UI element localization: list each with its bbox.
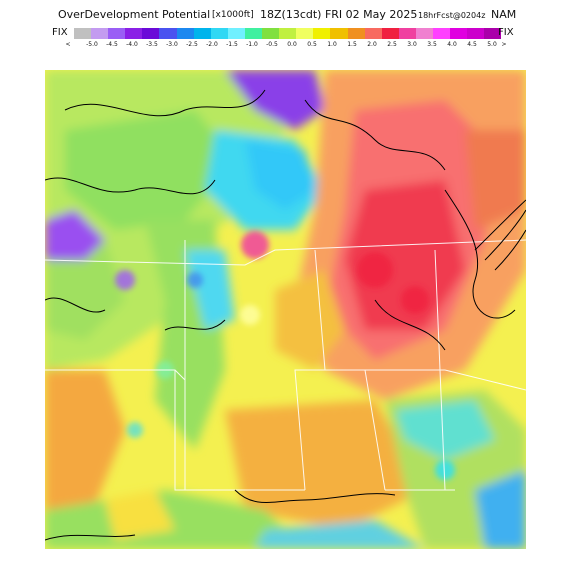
chart-title: OverDevelopment Potential [x1000ft] 18Z(… — [0, 4, 572, 26]
legend-tick-label: 3.5 — [427, 41, 437, 48]
color-legend: FIX FIX < > -5.0 -4.5 -4.0 -3.5 -3.0 -2.5 -2.0… — [0, 26, 572, 50]
legend-swatch — [467, 28, 485, 39]
legend-swatch — [432, 28, 451, 39]
contour-lines — [45, 89, 526, 541]
legend-tick-label: 1.5 — [347, 41, 357, 48]
legend-tick-label: 1.0 — [327, 41, 337, 48]
legend-swatch — [450, 28, 468, 39]
legend-swatch — [347, 28, 365, 39]
legend-lt-symbol: < — [65, 41, 71, 48]
legend-tick-label: -4.5 — [106, 41, 118, 48]
legend-tick-label: -3.5 — [146, 41, 158, 48]
legend-swatch — [227, 28, 245, 39]
legend-left-fix: FIX — [52, 27, 68, 38]
legend-gt-symbol: > — [501, 41, 507, 48]
legend-right-fix: FIX — [498, 27, 514, 38]
legend-swatch — [193, 28, 211, 39]
legend-swatch — [330, 28, 348, 39]
legend-tick-label: -2.0 — [206, 41, 218, 48]
legend-swatch — [313, 28, 331, 39]
legend-swatch — [91, 28, 109, 39]
field-detail-layer — [115, 231, 455, 480]
legend-tick-label: -0.5 — [266, 41, 278, 48]
product-title: OverDevelopment Potential — [58, 8, 211, 21]
legend-swatch — [159, 28, 177, 39]
forecast-map — [45, 70, 526, 549]
legend-swatch — [125, 28, 143, 39]
model-name: NAM — [491, 8, 517, 21]
legend-tick-label: -5.0 — [86, 41, 98, 48]
legend-swatch — [484, 28, 502, 39]
legend-swatch — [279, 28, 297, 39]
legend-tick-label: 4.5 — [467, 41, 477, 48]
legend-tick-label: 2.0 — [367, 41, 377, 48]
legend-swatches — [74, 28, 502, 39]
map-field — [45, 70, 526, 549]
valid-time: 18Z(13cdt) FRI 02 May 2025 — [260, 8, 418, 21]
legend-swatch — [142, 28, 160, 39]
legend-tick-label: 5.0 — [487, 41, 497, 48]
legend-tick-label: 4.0 — [447, 41, 457, 48]
field-layer — [45, 70, 526, 549]
legend-tick-label: -3.0 — [166, 41, 178, 48]
legend-swatch — [398, 28, 416, 39]
legend-tick-label: -4.0 — [126, 41, 138, 48]
legend-tick-label: 2.5 — [387, 41, 397, 48]
legend-swatch — [176, 28, 194, 39]
legend-swatch — [74, 28, 92, 39]
units-label: [x1000ft] — [212, 10, 254, 20]
forecast-hour: 18hrFcst@0204z — [418, 11, 486, 20]
legend-tick-label: -2.5 — [186, 41, 198, 48]
legend-tick-label: 0.5 — [307, 41, 317, 48]
legend-tick-label: -1.5 — [226, 41, 238, 48]
state-borders — [45, 239, 526, 491]
legend-swatch — [244, 28, 263, 39]
legend-tick-label: 3.0 — [407, 41, 417, 48]
legend-swatch — [415, 28, 433, 39]
legend-swatch — [381, 28, 399, 39]
legend-swatch — [296, 28, 314, 39]
legend-tick-label: -1.0 — [246, 41, 258, 48]
legend-swatch — [108, 28, 126, 39]
legend-tick-label: 0.0 — [287, 41, 297, 48]
legend-swatch — [262, 28, 280, 39]
legend-ticks: < > -5.0 -4.5 -4.0 -3.5 -3.0 -2.5 -2.0 -1.5 -1.0… — [65, 41, 507, 51]
legend-swatch — [210, 28, 228, 39]
legend-swatch — [364, 28, 382, 39]
